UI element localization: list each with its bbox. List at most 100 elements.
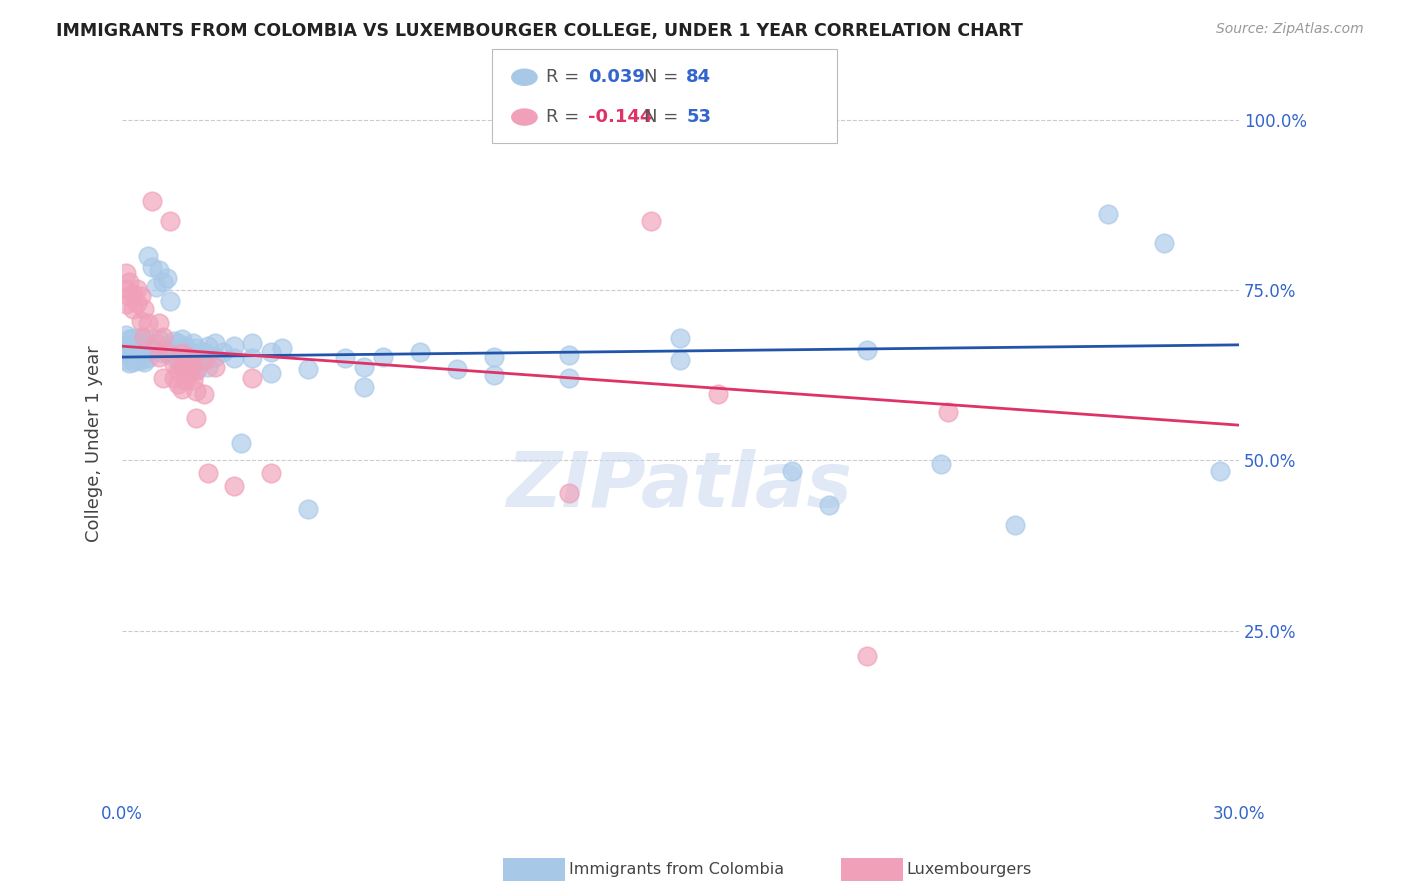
Point: [122, 355, 145, 369]
Point: [167, 377, 190, 392]
Point: [240, 351, 263, 366]
Text: Source: ZipAtlas.com: Source: ZipAtlas.com: [1216, 22, 1364, 37]
Point: [706, 387, 728, 401]
Point: [170, 382, 193, 396]
Point: [170, 359, 193, 374]
Point: [193, 352, 215, 367]
Text: N =: N =: [644, 69, 683, 87]
Point: [129, 289, 152, 303]
Text: Luxembourgers: Luxembourgers: [907, 863, 1032, 877]
Point: [141, 343, 163, 358]
Point: [558, 348, 581, 362]
Point: [558, 486, 581, 500]
Point: [177, 358, 200, 372]
Point: [181, 358, 204, 372]
Point: [159, 214, 181, 228]
Text: 84: 84: [686, 69, 711, 87]
Point: [129, 329, 152, 343]
Point: [134, 355, 156, 369]
Point: [484, 368, 506, 383]
Point: [136, 249, 159, 263]
Point: [1209, 464, 1232, 478]
Point: [145, 280, 167, 294]
Point: [163, 370, 186, 384]
Point: [145, 336, 167, 351]
Point: [148, 333, 170, 347]
Point: [136, 351, 159, 366]
Point: [141, 194, 163, 208]
Point: [114, 344, 136, 359]
Point: [181, 373, 204, 387]
Point: [181, 346, 204, 360]
Point: [125, 295, 148, 310]
Point: [118, 333, 141, 347]
Point: [204, 336, 226, 351]
Point: [174, 373, 197, 387]
Point: [159, 293, 181, 308]
Text: 53: 53: [686, 108, 711, 126]
Text: R =: R =: [546, 108, 585, 126]
Point: [167, 364, 190, 378]
Point: [118, 356, 141, 370]
Point: [177, 344, 200, 359]
Point: [134, 334, 156, 349]
Point: [1004, 518, 1026, 533]
Point: [186, 364, 208, 378]
Point: [231, 436, 253, 450]
Point: [409, 344, 432, 359]
Point: [174, 355, 197, 369]
Point: [186, 361, 208, 376]
Point: [260, 344, 283, 359]
Point: [122, 339, 145, 353]
Point: [122, 346, 145, 360]
Point: [152, 275, 174, 289]
Point: [136, 316, 159, 330]
Point: [558, 370, 581, 384]
Point: [669, 352, 692, 367]
Point: [855, 649, 877, 664]
Point: [129, 314, 152, 328]
Point: [152, 346, 174, 360]
Point: [134, 302, 156, 317]
Point: [271, 341, 294, 355]
Point: [353, 380, 375, 394]
Point: [197, 359, 219, 374]
Point: [484, 350, 506, 364]
Point: [156, 344, 179, 359]
Text: IMMIGRANTS FROM COLOMBIA VS LUXEMBOURGER COLLEGE, UNDER 1 YEAR CORRELATION CHART: IMMIGRANTS FROM COLOMBIA VS LUXEMBOURGER…: [56, 22, 1024, 40]
Point: [125, 282, 148, 296]
Text: ZIPatlas: ZIPatlas: [508, 450, 853, 524]
Point: [181, 357, 204, 371]
Point: [197, 466, 219, 480]
Point: [193, 387, 215, 401]
Point: [156, 339, 179, 353]
Point: [148, 263, 170, 277]
Point: [193, 352, 215, 367]
Point: [186, 384, 208, 398]
Point: [163, 357, 186, 371]
Point: [211, 344, 233, 359]
Point: [167, 336, 190, 351]
Point: [125, 344, 148, 359]
Point: [118, 341, 141, 355]
Point: [148, 316, 170, 330]
Text: N =: N =: [644, 108, 683, 126]
Point: [148, 350, 170, 364]
Point: [353, 359, 375, 374]
Point: [141, 260, 163, 274]
Point: [177, 350, 200, 364]
Point: [114, 352, 136, 367]
Point: [240, 336, 263, 351]
Point: [193, 344, 215, 359]
Point: [152, 370, 174, 384]
Point: [780, 464, 803, 478]
Text: 0.039: 0.039: [588, 69, 644, 87]
Point: [170, 346, 193, 360]
Point: [118, 348, 141, 362]
Point: [170, 359, 193, 374]
Point: [122, 302, 145, 317]
Point: [163, 334, 186, 349]
Point: [152, 329, 174, 343]
Point: [174, 364, 197, 378]
Point: [222, 339, 245, 353]
